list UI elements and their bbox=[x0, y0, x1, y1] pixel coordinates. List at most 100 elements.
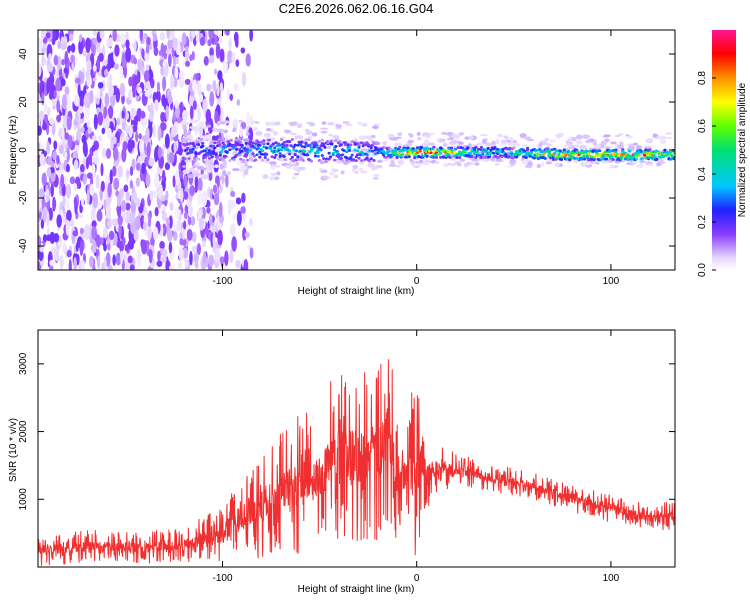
spectrogram-signal-cell bbox=[400, 153, 405, 156]
spectrogram-signal-cell bbox=[672, 152, 675, 155]
spectrogram-noise-cell bbox=[249, 116, 254, 126]
spectrogram-signal-cell bbox=[191, 142, 195, 146]
spectrogram-haze-cell bbox=[333, 135, 340, 140]
spectrogram-noise-cell bbox=[115, 88, 121, 103]
spectrogram-noise-cell bbox=[229, 200, 236, 209]
spectrogram-signal-cell bbox=[332, 148, 337, 152]
spectrogram-noise-cell bbox=[51, 246, 56, 254]
spectrogram-signal-cell bbox=[327, 151, 331, 155]
spectrogram-signal-cell bbox=[229, 138, 233, 142]
spectrogram-signal-cell bbox=[278, 152, 282, 156]
spectrogram-noise-cell bbox=[229, 248, 234, 264]
spectrogram-haze-cell bbox=[333, 174, 339, 179]
spectrogram-signal-cell bbox=[274, 141, 278, 145]
spectrogram-signal-cell bbox=[463, 151, 467, 154]
spectrogram-noise-cell bbox=[141, 48, 145, 59]
spectrogram-noise-cell bbox=[105, 148, 112, 159]
spectrogram-signal-cell bbox=[557, 155, 561, 159]
spectrogram-noise-cell bbox=[192, 100, 197, 111]
spectrogram-noise-cell bbox=[48, 53, 53, 62]
spectrogram-haze-cell bbox=[521, 144, 528, 147]
spectrogram-signal-cell bbox=[322, 157, 326, 160]
spectrogram-signal-cell bbox=[530, 151, 534, 155]
spectrogram-signal-cell bbox=[587, 152, 591, 155]
spectrogram-noise-cell bbox=[233, 31, 239, 44]
snr-frame bbox=[37, 329, 676, 568]
spectrogram-noise-cell bbox=[60, 78, 66, 87]
spectrogram-noise-cell bbox=[247, 127, 254, 144]
spectrogram-signal-cell bbox=[583, 154, 587, 158]
spectrogram-noise-cell bbox=[166, 30, 171, 40]
spectrogram-haze-cell bbox=[575, 140, 583, 145]
spectrogram-noise-cell bbox=[206, 83, 212, 92]
spectrogram-haze-cell bbox=[370, 134, 376, 139]
spectrogram-signal-cell bbox=[235, 147, 239, 151]
spectrogram-haze-cell bbox=[546, 143, 553, 147]
spectrogram-signal-cell bbox=[221, 158, 225, 162]
spectrogram-signal-cell bbox=[327, 157, 331, 161]
spectrogram-noise-cell bbox=[112, 218, 118, 227]
spectrogram-noise-cell bbox=[97, 111, 104, 126]
spectrogram-noise-cell bbox=[79, 164, 85, 173]
spectrogram-signal-cell bbox=[296, 155, 300, 159]
spectrogram-signal-cell bbox=[190, 150, 194, 154]
spectrogram-noise-cell bbox=[177, 43, 181, 56]
spectrogram-noise-cell bbox=[161, 211, 168, 222]
spectrogram-noise-cell bbox=[128, 126, 133, 139]
spectrogram-haze-cell bbox=[626, 135, 633, 139]
spectrogram-noise-cell bbox=[156, 260, 163, 268]
spectrogram-signal-cell bbox=[360, 159, 364, 162]
spectrogram-noise-cell bbox=[227, 49, 233, 64]
spectrogram-haze-cell bbox=[182, 165, 187, 168]
spectrogram-noise-cell bbox=[165, 105, 169, 121]
spectrogram-haze-cell bbox=[464, 136, 470, 140]
spectrogram-noise-cell bbox=[112, 147, 119, 161]
spectrogram-signal-cell bbox=[429, 151, 433, 155]
spectrogram-noise-cell bbox=[72, 230, 79, 237]
spectrogram-noise-cell bbox=[79, 240, 84, 256]
spectrogram-noise-cell bbox=[179, 232, 183, 239]
spectrogram-haze-cell bbox=[362, 122, 368, 127]
spectrogram-signal-cell bbox=[304, 138, 308, 141]
spectrogram-noise-cell bbox=[107, 182, 112, 198]
spectrogram-haze-cell bbox=[604, 138, 609, 142]
spectrogram-noise-cell bbox=[119, 33, 126, 45]
spectrogram-signal-cell bbox=[300, 140, 304, 144]
spectrogram-noise-cell bbox=[226, 88, 230, 101]
spectrogram-signal-cell bbox=[226, 140, 231, 143]
spectrogram-signal-cell bbox=[201, 141, 205, 145]
spectrogram-signal-cell bbox=[345, 156, 349, 160]
spectrogram-haze-cell bbox=[376, 159, 383, 164]
spectrogram-haze-cell bbox=[320, 130, 328, 134]
spectrogram-signal-cell bbox=[318, 139, 322, 143]
spectrogram-haze-cell bbox=[481, 139, 487, 144]
spectrogram-noise-cell bbox=[241, 72, 247, 87]
spectrogram-noise-cell bbox=[199, 93, 204, 103]
spectrogram-haze-cell bbox=[358, 160, 365, 165]
spectrogram-noise-cell bbox=[198, 122, 203, 139]
spectrogram-noise-cell bbox=[65, 183, 72, 199]
spectrogram-haze-cell bbox=[352, 164, 358, 169]
spectrogram-signal-cell bbox=[186, 146, 190, 150]
spectrogram-noise-cell bbox=[66, 96, 72, 112]
spectrogram-signal-cell bbox=[244, 141, 248, 145]
spectrogram-signal-cell bbox=[199, 150, 203, 154]
spectrogram-signal-cell bbox=[270, 155, 274, 159]
spectrogram-noise-cell bbox=[64, 151, 68, 158]
spectrogram-haze-cell bbox=[603, 134, 611, 138]
spectrogram-signal-cell bbox=[372, 142, 376, 145]
spectrogram-signal-cell bbox=[217, 140, 221, 143]
spectrogram-noise-cell bbox=[42, 234, 47, 243]
spectrogram-signal-cell bbox=[576, 150, 580, 154]
spectrogram-noise-cell bbox=[56, 99, 61, 113]
spectrogram-noise-cell bbox=[165, 190, 169, 201]
spectrogram-noise-cell bbox=[92, 30, 97, 37]
spectrogram-haze-cell bbox=[191, 126, 199, 131]
spectrogram-haze-cell bbox=[500, 139, 507, 144]
spectrogram-haze-cell bbox=[373, 177, 379, 180]
spectrogram-noise-cell bbox=[235, 59, 240, 68]
spectrogram-haze-cell bbox=[507, 165, 513, 168]
spectrogram-noise-cell bbox=[105, 115, 110, 130]
spectrogram-noise-cell bbox=[122, 141, 128, 152]
spectrogram-noise-cell bbox=[141, 135, 148, 142]
